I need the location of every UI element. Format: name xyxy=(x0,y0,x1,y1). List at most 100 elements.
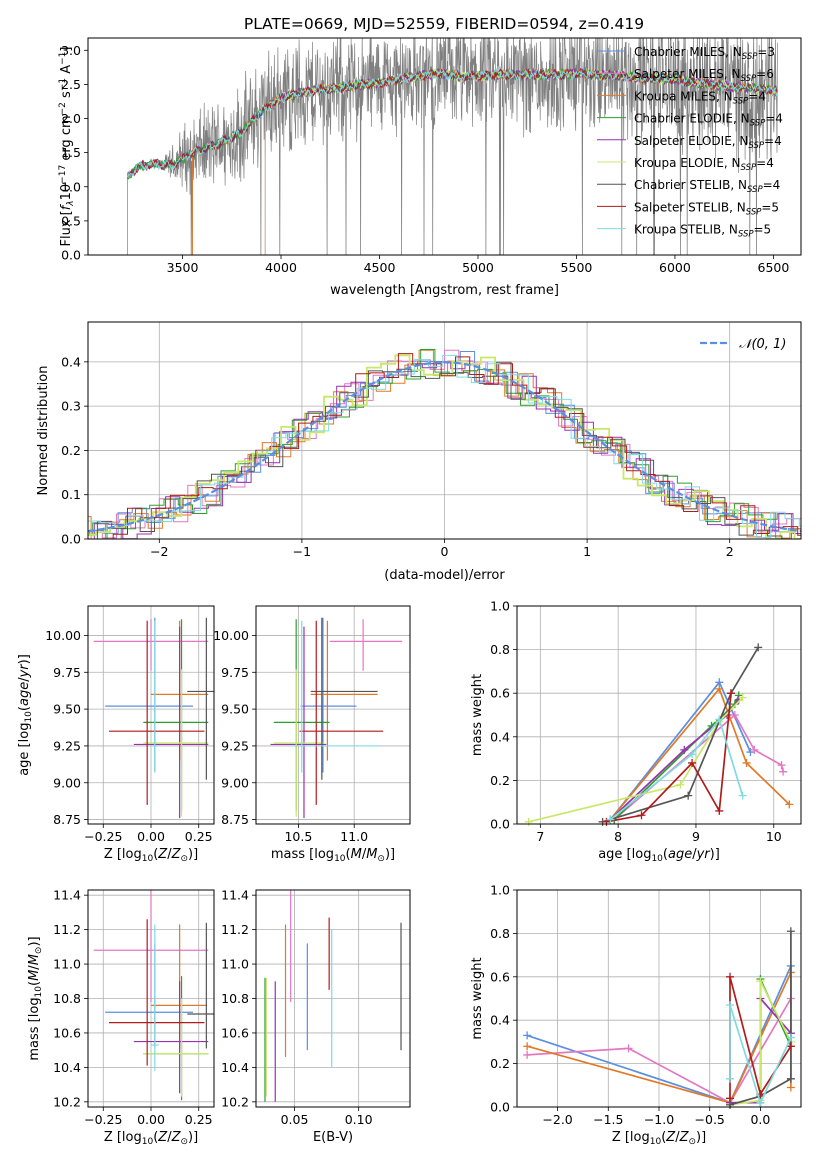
weight-marker-chabrier_stelib xyxy=(786,927,795,936)
weight-marker-kroupa_miles xyxy=(523,1042,532,1051)
x-tick-label: −1 xyxy=(293,544,311,559)
x-tick-label: 2 xyxy=(726,544,734,559)
normal-distribution-curve xyxy=(88,361,801,533)
y-tick-label: 10.8 xyxy=(221,991,249,1006)
model-spectrum-kroupa_stelib xyxy=(126,67,778,178)
age_vs_Z-plot-area xyxy=(93,617,214,819)
x-axis-label: Z [log10(Z/Z⊙)] xyxy=(104,1130,198,1147)
weight-marker-kroupa_elodie xyxy=(738,693,747,702)
y-tick-label: 0.4 xyxy=(490,1013,510,1028)
x-tick-label: −2.0 xyxy=(542,1112,572,1127)
weight-marker-kroupa_stelib xyxy=(738,791,747,800)
y-tick-label: 0.0 xyxy=(490,1100,510,1115)
y-axis-label: age [log10(age/yr)] xyxy=(17,654,34,776)
x-tick-label: 0.00 xyxy=(137,829,165,844)
histogram-salpeter_miles xyxy=(88,349,801,539)
y-tick-label: 0.8 xyxy=(490,926,510,941)
y-tick-label: 0.5 xyxy=(61,213,81,228)
y-tick-label: 10.4 xyxy=(53,1060,81,1075)
histogram-salpeter_stelib xyxy=(88,353,801,539)
weight_vs_Z-panel: −2.0 −1.5 −1.0 −0.5 0.0 0.0 0.2 0.4 0.6 0.8 1.0 Z [… xyxy=(470,883,802,1147)
weight-marker-kroupa_stelib xyxy=(726,1074,734,1083)
x-tick-label: 8 xyxy=(614,829,622,844)
y-tick-label: 10.2 xyxy=(53,1094,81,1109)
y-tick-label: 0.1 xyxy=(61,487,81,502)
histogram-kroupa_stelib xyxy=(88,354,801,538)
y-tick-label: 0.0 xyxy=(61,532,81,547)
y-axis-label: mass weight xyxy=(470,957,485,1039)
legend-label: Salpeter STELIB, NSSP=5 xyxy=(634,200,779,217)
weight_vs_age-panel: 7 8 9 10 0.0 0.2 0.4 0.6 0.8 1.0 age [log10(age/yr… xyxy=(470,599,802,864)
y-tick-label: 1.0 xyxy=(490,883,510,898)
age_vs_mass-plot-area xyxy=(270,617,403,819)
legend-label: Kroupa ELODIE, NSSP=4 xyxy=(634,156,774,173)
x-tick-label: 4000 xyxy=(265,260,297,275)
legend-label: Salpeter ELODIE, NSSP=4 xyxy=(634,134,782,151)
spectrum-plot-area xyxy=(126,38,778,255)
x-tick-label: 0.00 xyxy=(137,1112,165,1127)
axes-frame xyxy=(516,605,802,825)
weight-marker-chabrier_stelib xyxy=(786,1074,795,1083)
y-tick-label: 9.50 xyxy=(53,702,81,717)
spectrum-panel: 3500 4000 4500 5000 5500 6000 6500 0.0 0.5 1.0 1.5… xyxy=(58,37,802,298)
age_vs_mass-panel: 10.5 11.0 8.75 9.00 9.25 9.50 9.75 10.00 mass [l… xyxy=(213,605,411,864)
weight-marker-salpeter_miles xyxy=(730,711,739,719)
weight-marker-salpeter_stelib xyxy=(688,758,697,767)
weight-marker-salpeter_miles xyxy=(777,761,786,770)
weight-line-kroupa_miles xyxy=(609,687,790,821)
weight-marker-salpeter_miles xyxy=(523,1050,532,1059)
weight-marker-salpeter_stelib xyxy=(726,689,735,698)
y-tick-label: 10.00 xyxy=(213,628,249,643)
x-tick-label: 10.5 xyxy=(284,829,312,844)
y-tick-label: 10.4 xyxy=(221,1060,249,1075)
histogram-chabrier_elodie xyxy=(88,349,801,539)
y-tick-label: 9.00 xyxy=(221,775,249,790)
y-tick-label: 0.0 xyxy=(61,248,81,263)
x-tick-label: 0.05 xyxy=(281,1112,309,1127)
x-tick-label: 0 xyxy=(441,544,449,559)
x-axis-label: wavelength [Angstrom, rest frame] xyxy=(330,283,559,298)
mass_vs_ebv-panel: 0.05 0.10 10.2 10.4 10.6 10.8 11.0 11.2 11.4 E(B-… xyxy=(221,888,411,1145)
weight-line-chabrier_stelib xyxy=(602,646,759,823)
weight-marker-kroupa_stelib xyxy=(726,1001,734,1010)
model-spectrum-chabrier_stelib xyxy=(126,68,778,177)
x-tick-label: −2 xyxy=(150,544,168,559)
histogram-salpeter_elodie xyxy=(88,361,801,539)
y-tick-label: 0.4 xyxy=(61,354,81,369)
x-axis-label: Z [log10(Z/Z⊙)] xyxy=(104,847,198,864)
weight-marker-kroupa_stelib xyxy=(688,750,697,759)
weight-line-chabrier_stelib xyxy=(729,931,792,1106)
y-tick-label: 0.3 xyxy=(61,399,81,414)
weight-marker-kroupa_miles xyxy=(785,800,794,809)
x-tick-label: 5000 xyxy=(462,260,494,275)
weight-marker-salpeter_miles xyxy=(750,745,759,754)
weight-marker-kroupa_miles xyxy=(715,684,724,693)
y-tick-label: 2.5 xyxy=(61,77,81,92)
x-tick-label: −0.25 xyxy=(84,1112,122,1127)
x-tick-label: 9 xyxy=(692,829,700,844)
y-tick-label: 1.0 xyxy=(490,599,510,614)
y-tick-label: 0.2 xyxy=(61,443,81,458)
x-axis-label: E(B-V) xyxy=(313,1130,353,1145)
weight-line-kroupa_elodie xyxy=(729,980,792,1106)
x-tick-label: −1.5 xyxy=(593,1112,623,1127)
residuals-plot-area xyxy=(88,349,801,539)
y-tick-label: 1.0 xyxy=(61,179,81,194)
x-tick-label: 3500 xyxy=(167,260,199,275)
weight-marker-kroupa_miles xyxy=(786,1083,795,1092)
y-tick-label: 11.4 xyxy=(53,888,81,903)
x-tick-label: −0.5 xyxy=(695,1112,725,1127)
y-tick-label: 10.6 xyxy=(53,1025,81,1040)
observed-spectrum-line xyxy=(127,38,778,255)
x-tick-label: 1 xyxy=(583,544,591,559)
weight-line-kroupa_elodie xyxy=(528,697,744,823)
legend-label: Chabrier MILES, NSSP=3 xyxy=(634,45,775,62)
y-tick-label: 10.00 xyxy=(45,628,81,643)
y-tick-label: 2.0 xyxy=(61,111,81,126)
axes-frame xyxy=(255,605,411,825)
legend-label: 𝒩(0, 1) xyxy=(739,337,786,352)
y-tick-label: 10.2 xyxy=(221,1094,249,1109)
y-tick-label: 11.2 xyxy=(221,922,249,937)
weight-marker-chabrier_miles xyxy=(523,1031,532,1040)
